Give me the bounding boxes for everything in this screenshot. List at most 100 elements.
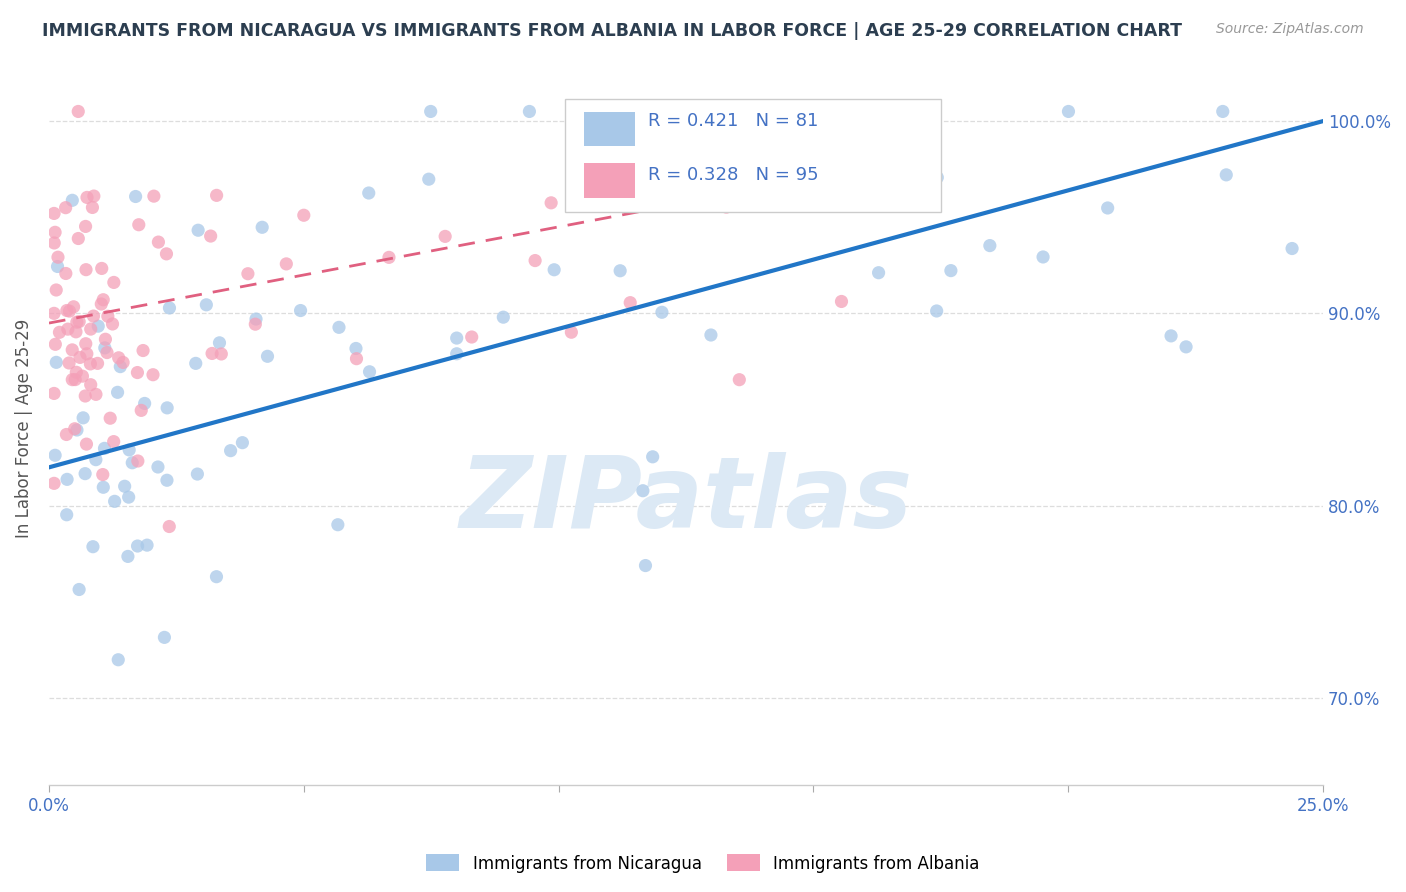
Point xyxy=(86,356,108,370)
Point xyxy=(91,293,114,307)
Point xyxy=(136,538,159,552)
Point xyxy=(104,494,127,508)
FancyBboxPatch shape xyxy=(583,112,636,146)
Point xyxy=(63,422,86,436)
Point xyxy=(1175,340,1198,354)
Point xyxy=(97,310,120,324)
Point xyxy=(75,262,97,277)
Point xyxy=(156,473,179,487)
Point xyxy=(75,389,97,403)
Point xyxy=(651,305,673,319)
Point xyxy=(80,322,103,336)
Point xyxy=(128,218,150,232)
Point xyxy=(643,104,665,119)
Point xyxy=(979,238,1001,252)
Point xyxy=(357,186,380,200)
Point xyxy=(98,411,121,425)
Point xyxy=(524,253,547,268)
Point xyxy=(492,310,515,325)
Point xyxy=(184,356,207,370)
Point xyxy=(60,373,83,387)
Point xyxy=(56,303,79,318)
Point xyxy=(107,653,129,667)
Point xyxy=(939,263,962,277)
Point xyxy=(83,189,105,203)
Point xyxy=(245,317,267,331)
Point xyxy=(91,467,114,482)
FancyBboxPatch shape xyxy=(565,99,941,211)
Point xyxy=(245,312,267,326)
Point xyxy=(290,303,312,318)
Point xyxy=(129,403,152,417)
Point xyxy=(134,396,156,410)
Point xyxy=(205,570,228,584)
Point xyxy=(156,401,179,415)
Point xyxy=(67,582,90,597)
Point xyxy=(446,347,468,361)
Point xyxy=(725,107,748,121)
Point xyxy=(90,297,112,311)
Point xyxy=(219,443,242,458)
Point xyxy=(205,188,228,202)
FancyBboxPatch shape xyxy=(583,163,636,197)
Point xyxy=(1097,201,1119,215)
Point xyxy=(96,345,118,359)
Point xyxy=(201,346,224,360)
Point xyxy=(250,220,273,235)
Point xyxy=(67,231,90,245)
Point xyxy=(114,479,136,493)
Point xyxy=(75,467,97,481)
Point xyxy=(48,326,70,340)
Point xyxy=(830,294,852,309)
Point xyxy=(127,366,149,380)
Point xyxy=(1212,104,1234,119)
Point xyxy=(560,325,582,339)
Point xyxy=(55,508,77,522)
Point xyxy=(60,343,83,357)
Point xyxy=(1281,242,1303,256)
Point xyxy=(107,351,129,365)
Point xyxy=(359,365,381,379)
Point xyxy=(45,355,67,369)
Text: ZIPatlas: ZIPatlas xyxy=(460,451,912,549)
Point xyxy=(292,208,315,222)
Point xyxy=(728,373,751,387)
Point xyxy=(87,319,110,334)
Point xyxy=(326,517,349,532)
Point xyxy=(633,125,655,139)
Point xyxy=(103,276,125,290)
Point xyxy=(276,257,298,271)
Point xyxy=(72,369,94,384)
Point xyxy=(155,247,177,261)
Point xyxy=(132,343,155,358)
Point xyxy=(186,467,208,481)
Point xyxy=(702,194,724,209)
Point xyxy=(65,365,87,379)
Point xyxy=(159,301,181,315)
Point xyxy=(118,442,141,457)
Point xyxy=(42,386,65,401)
Point xyxy=(519,104,541,119)
Point xyxy=(44,337,66,351)
Point xyxy=(195,298,218,312)
Point xyxy=(146,460,169,475)
Point xyxy=(127,539,149,553)
Point xyxy=(827,181,849,195)
Point xyxy=(148,235,170,249)
Point xyxy=(80,377,103,392)
Point xyxy=(66,423,89,437)
Point xyxy=(69,351,91,365)
Point xyxy=(42,306,65,320)
Point xyxy=(716,200,738,214)
Point xyxy=(733,195,755,210)
Point xyxy=(55,427,77,442)
Point xyxy=(112,355,135,369)
Point xyxy=(58,356,80,370)
Point xyxy=(84,387,107,401)
Point xyxy=(200,229,222,244)
Point xyxy=(870,135,893,149)
Point xyxy=(75,437,97,451)
Point xyxy=(157,519,180,533)
Point xyxy=(700,328,723,343)
Point xyxy=(634,558,657,573)
